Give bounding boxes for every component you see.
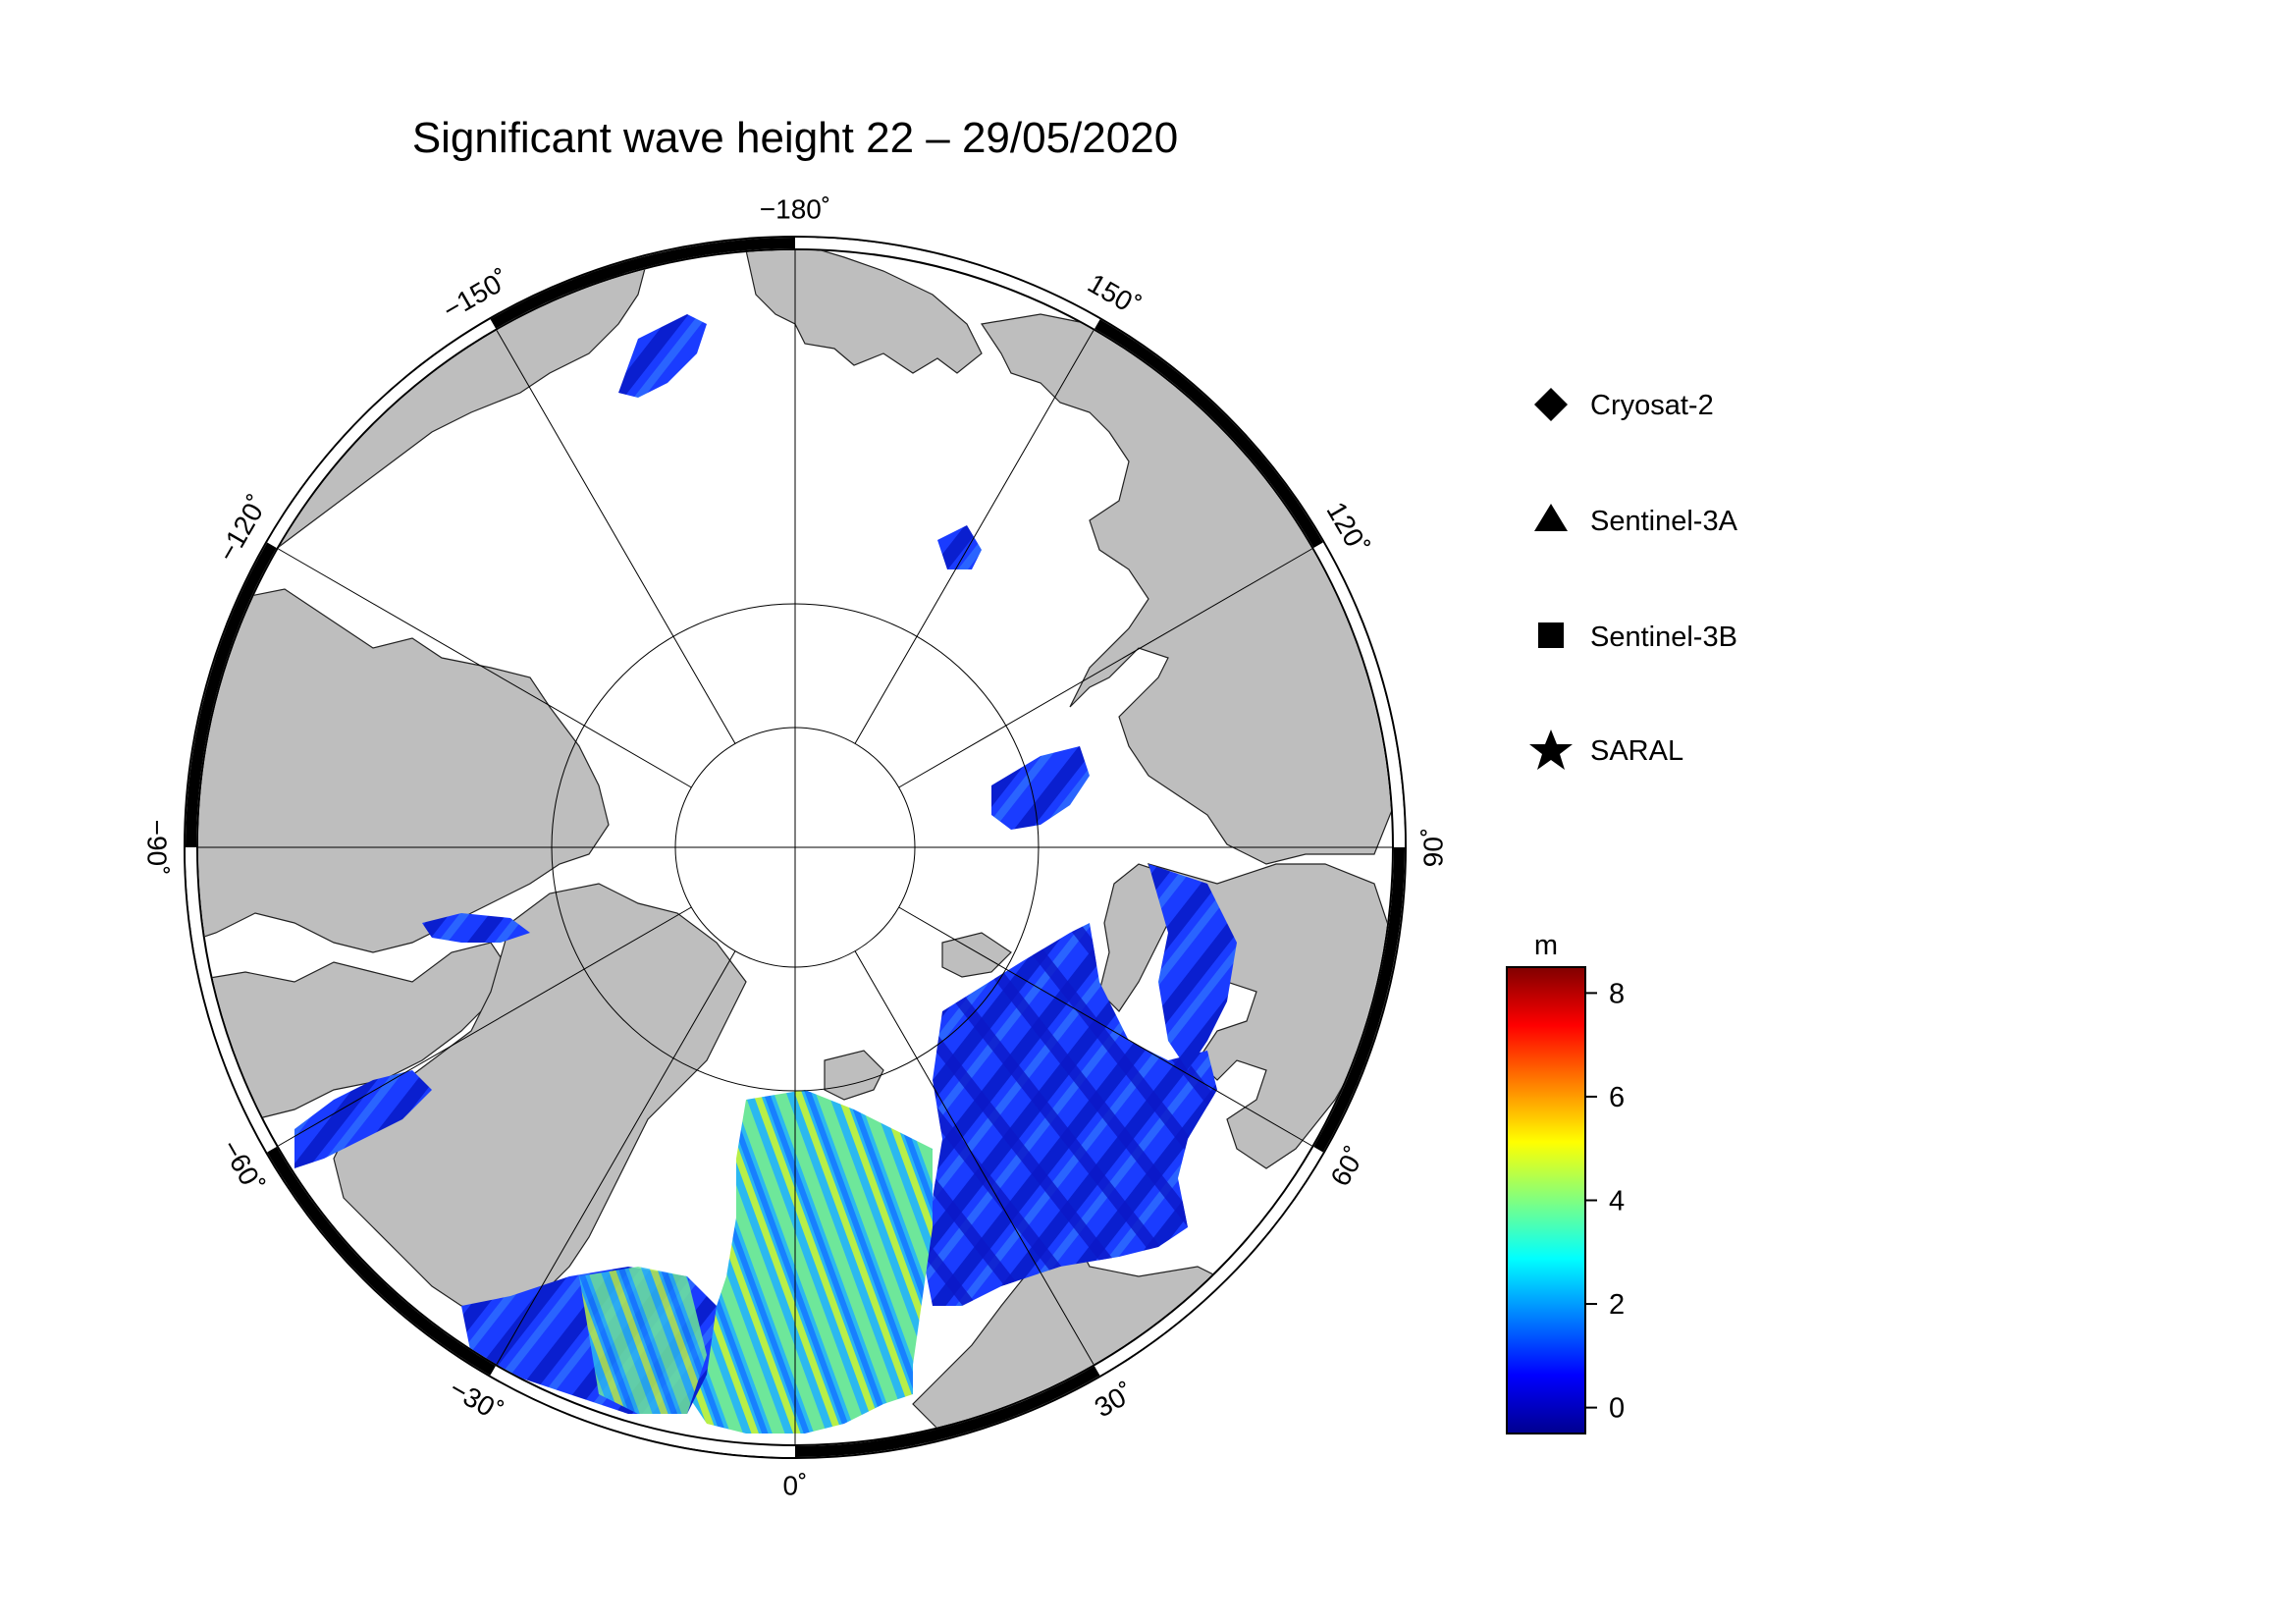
swath-fram (579, 1267, 707, 1414)
frame-block (186, 846, 277, 1153)
frame-block (267, 1146, 497, 1376)
longitude-label: −90˚ (142, 820, 173, 876)
legend-item-sentinel-3a: Sentinel-3A (1534, 504, 1738, 537)
colorbar-tick-label: 6 (1609, 1082, 1625, 1113)
colorbar-tick-label: 2 (1609, 1289, 1625, 1321)
wave-swaths (294, 314, 1237, 1434)
longitude-label: −180˚ (760, 194, 830, 225)
meridian-line (898, 548, 1312, 788)
swath-norwegian-sea (687, 1090, 933, 1434)
land-svalbard (824, 1050, 884, 1101)
frame-block (1094, 1146, 1323, 1376)
meridian-line (854, 330, 1095, 744)
map-frame-outer (184, 236, 1407, 1459)
land-masses (198, 250, 1392, 1434)
swath-laptev (991, 746, 1090, 830)
legend-label-cryosat: Cryosat-2 (1590, 390, 1714, 421)
swath-baffin (294, 1070, 432, 1168)
star-icon (1529, 730, 1573, 770)
swath-kara (1148, 864, 1237, 1070)
frame-block (186, 542, 277, 848)
diamond-icon (1534, 388, 1568, 421)
parallel-circle (674, 727, 916, 968)
frame-block (1094, 319, 1323, 549)
frame-block (1313, 846, 1405, 1153)
map-frame-blocks (186, 238, 1405, 1457)
longitude-label: 90˚ (1418, 828, 1449, 867)
swath-east-siberian (937, 525, 982, 569)
legend-label-sentinel-3b: Sentinel-3B (1590, 622, 1737, 653)
colorbar-gradient (1506, 966, 1586, 1434)
legend-label-sentinel-3a: Sentinel-3A (1590, 506, 1738, 537)
longitude-label: 0˚ (783, 1471, 808, 1501)
legend: Cryosat-2 Sentinel-3A Sentinel-3B SARAL (1529, 388, 1738, 770)
meridian-line (854, 950, 1095, 1365)
map-title: Significant wave height 22 – 29/05/2020 (412, 114, 1178, 162)
polar-map: −180˚150˚120˚90˚60˚30˚0˚−30˚−60˚−90˚−120… (142, 194, 1449, 1501)
longitude-label: 30˚ (1090, 1377, 1140, 1423)
legend-item-saral: SARAL (1529, 730, 1683, 770)
colorbar-tick-label: 0 (1609, 1393, 1625, 1425)
swath-barents-cross (923, 923, 1217, 1306)
parallel-circle (551, 603, 1040, 1092)
meridian-line (278, 548, 692, 788)
frame-block (490, 238, 796, 329)
longitude-label: 60˚ (1324, 1142, 1370, 1192)
swath-hudson-strait (422, 913, 530, 943)
triangle-icon (1534, 504, 1568, 531)
swath-chukchi (618, 314, 707, 398)
graticule (198, 250, 1392, 1444)
colorbar: m 0 2 4 6 8 (1506, 930, 1625, 1434)
legend-item-cryosat: Cryosat-2 (1534, 388, 1714, 421)
meridian-line (496, 950, 736, 1365)
land-franz-josef (941, 932, 1012, 978)
colorbar-tick-label: 4 (1609, 1186, 1625, 1217)
frame-block (1313, 542, 1405, 848)
colorbar-ticks: 0 2 4 6 8 (1585, 978, 1625, 1425)
frame-block (794, 1366, 1100, 1457)
meridian-line (898, 906, 1312, 1147)
legend-label-saral: SARAL (1590, 735, 1683, 767)
meridian-line (496, 330, 736, 744)
square-icon (1538, 622, 1564, 648)
meridian-line (278, 906, 692, 1147)
land-canada (198, 588, 610, 953)
frame-block (267, 319, 497, 549)
frame-block (490, 1366, 796, 1457)
land-iceland (313, 1354, 394, 1405)
legend-item-sentinel-3b: Sentinel-3B (1538, 622, 1737, 653)
colorbar-unit: m (1534, 930, 1558, 961)
frame-block (794, 238, 1100, 329)
colorbar-tick-label: 8 (1609, 978, 1625, 1009)
